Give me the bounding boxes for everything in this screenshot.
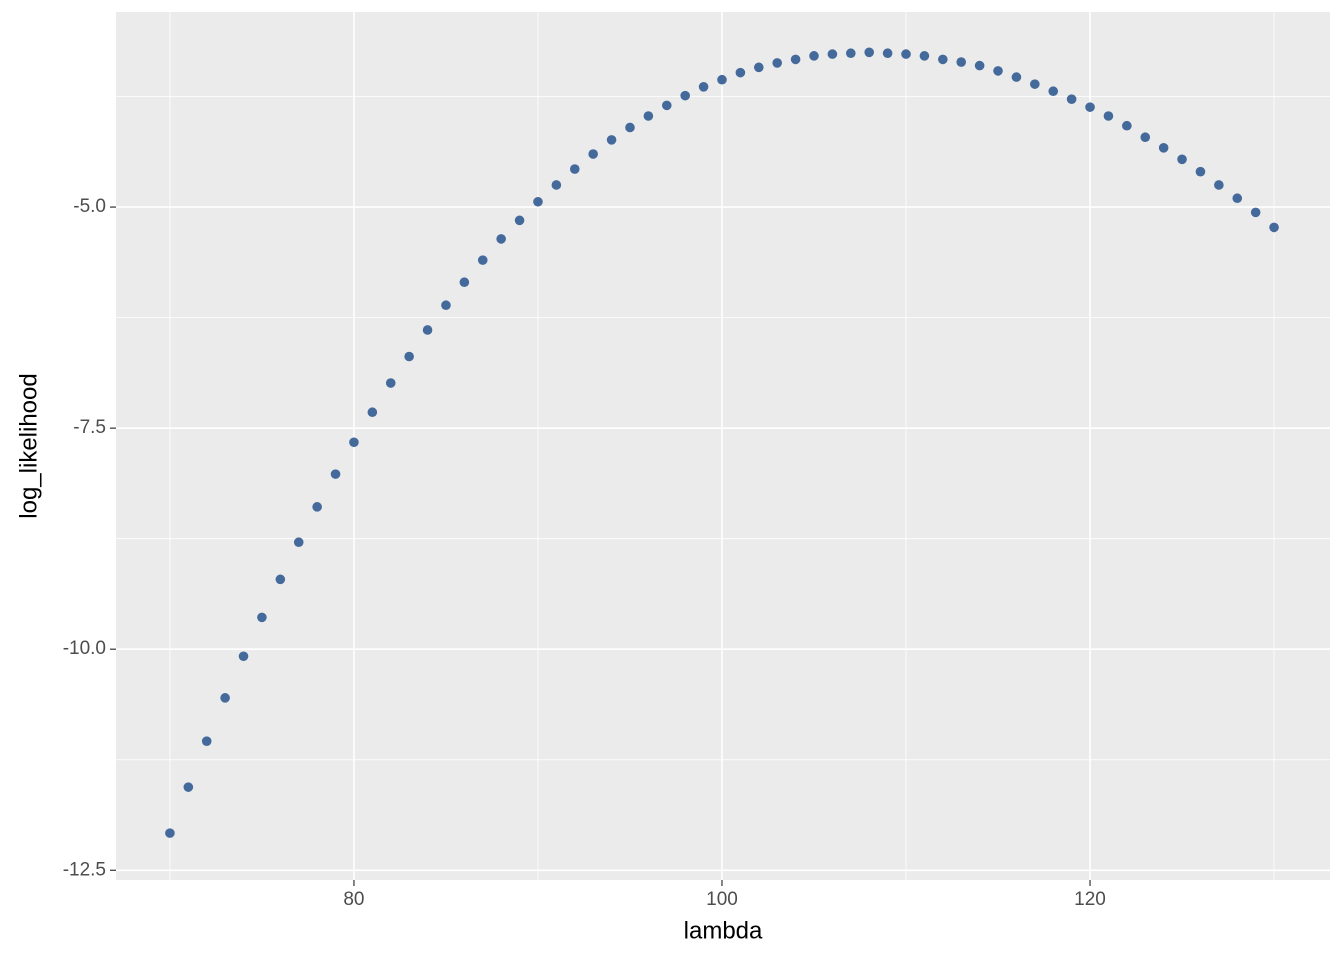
- point: [588, 149, 598, 159]
- point: [183, 782, 194, 792]
- x-axis-title: lambda: [684, 917, 763, 944]
- point: [220, 693, 230, 703]
- point: [717, 74, 727, 85]
- y-tick-label: -10.0: [63, 638, 106, 659]
- point: [533, 196, 543, 207]
- point: [1122, 120, 1132, 131]
- point: [643, 111, 654, 121]
- point: [551, 180, 562, 190]
- point: [661, 100, 672, 111]
- point: [864, 47, 875, 58]
- point: [956, 57, 967, 67]
- point: [827, 49, 838, 59]
- point: [293, 537, 304, 548]
- point: [901, 49, 911, 59]
- point: [919, 51, 930, 61]
- point: [1103, 111, 1114, 121]
- point: [238, 651, 249, 662]
- point: [1011, 72, 1022, 82]
- x-tick-label: 120: [1074, 889, 1106, 910]
- point: [1269, 222, 1279, 233]
- point: [974, 60, 985, 71]
- point: [625, 122, 635, 133]
- point: [1158, 143, 1169, 153]
- point: [790, 54, 801, 65]
- x-tick-label: 80: [343, 889, 364, 910]
- point: [367, 407, 378, 418]
- point: [1140, 132, 1151, 143]
- point: [312, 502, 322, 512]
- point: [201, 736, 212, 746]
- point: [993, 66, 1003, 76]
- point: [698, 82, 709, 92]
- point: [275, 574, 286, 585]
- point: [1085, 102, 1095, 112]
- point: [385, 378, 396, 388]
- point: [496, 234, 506, 244]
- x-tick-label: 100: [706, 889, 738, 910]
- point: [809, 51, 819, 61]
- point: [772, 58, 782, 68]
- panel: [116, 12, 1330, 880]
- point: [882, 48, 893, 59]
- point: [846, 48, 856, 59]
- point: [680, 90, 690, 101]
- y-tick-label: -12.5: [63, 859, 106, 880]
- point: [477, 255, 488, 265]
- point: [938, 54, 948, 65]
- point: [257, 612, 267, 623]
- point: [1048, 86, 1059, 97]
- point: [330, 469, 341, 479]
- y-tick-label: -5.0: [73, 196, 106, 217]
- point: [1066, 94, 1077, 104]
- point: [1232, 193, 1243, 204]
- point: [459, 277, 470, 288]
- point: [735, 67, 746, 78]
- point: [165, 828, 175, 838]
- point: [422, 325, 433, 335]
- point: [606, 135, 617, 145]
- y-axis-title: log_likelihood: [15, 373, 42, 518]
- y-tick-label: -7.5: [73, 417, 106, 438]
- point: [1250, 207, 1261, 218]
- point: [1214, 180, 1224, 190]
- point: [1177, 154, 1187, 165]
- point: [404, 351, 414, 362]
- point: [753, 62, 764, 73]
- point: [441, 300, 451, 311]
- point: [569, 164, 580, 174]
- point: [1195, 166, 1206, 177]
- point: [1030, 79, 1040, 89]
- point: [349, 437, 359, 448]
- point: [514, 215, 525, 226]
